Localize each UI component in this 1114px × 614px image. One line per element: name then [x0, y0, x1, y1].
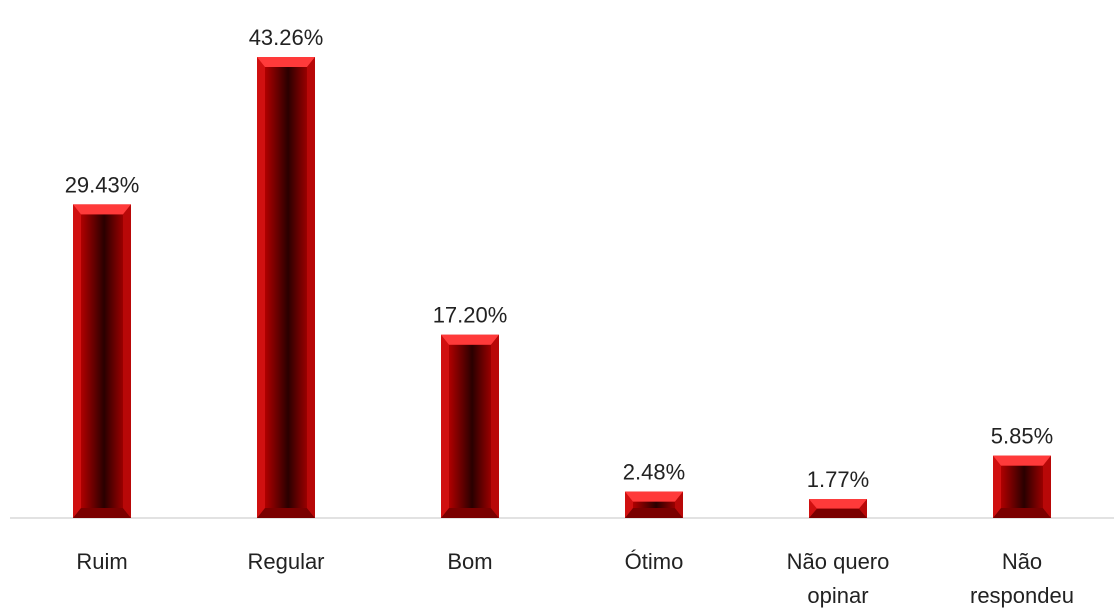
bar-bevel-right [491, 334, 499, 518]
value-label: 5.85% [991, 424, 1053, 449]
bar-bevel-bottom [73, 508, 131, 518]
x-tick-label: Não respondeu [970, 549, 1074, 608]
bar-bevel-top [257, 57, 315, 67]
bar-bevel-right [307, 57, 315, 518]
bar-bevel-right [675, 491, 683, 518]
value-label: 43.26% [249, 25, 324, 50]
bar-bevel-top [809, 499, 867, 509]
bar-bevel-top [73, 204, 131, 215]
bar-bevel-top [625, 491, 683, 502]
bar-bevel-right [123, 204, 131, 518]
x-tick-label: Bom [447, 549, 493, 574]
bar-bevel-right [859, 499, 867, 518]
bar-inner [449, 344, 491, 508]
bar-bevel-bottom [809, 508, 867, 518]
bar-bevel-top [441, 334, 499, 345]
value-label: 2.48% [623, 460, 685, 485]
bar-bevel-bottom [257, 508, 315, 518]
bar-bevel-bottom [625, 508, 683, 518]
x-tick-label: Ótimo [624, 549, 684, 574]
bar-bevel-bottom [441, 508, 499, 518]
x-tick-label: Ruim [76, 549, 128, 574]
x-tick-label: Regular [247, 549, 325, 574]
value-label: 1.77% [807, 467, 869, 492]
bar-bevel-bottom [993, 508, 1051, 518]
bar-inner [265, 67, 307, 508]
x-tick-label: Não quero opinar [786, 549, 890, 608]
bar-bevel-right [1043, 455, 1051, 518]
bar-inner [633, 501, 675, 508]
bar-inner [81, 214, 123, 508]
value-label: 29.43% [65, 172, 140, 197]
value-label: 17.20% [433, 303, 508, 328]
bar-inner [1001, 465, 1043, 508]
bar-bevel-top [993, 455, 1051, 466]
